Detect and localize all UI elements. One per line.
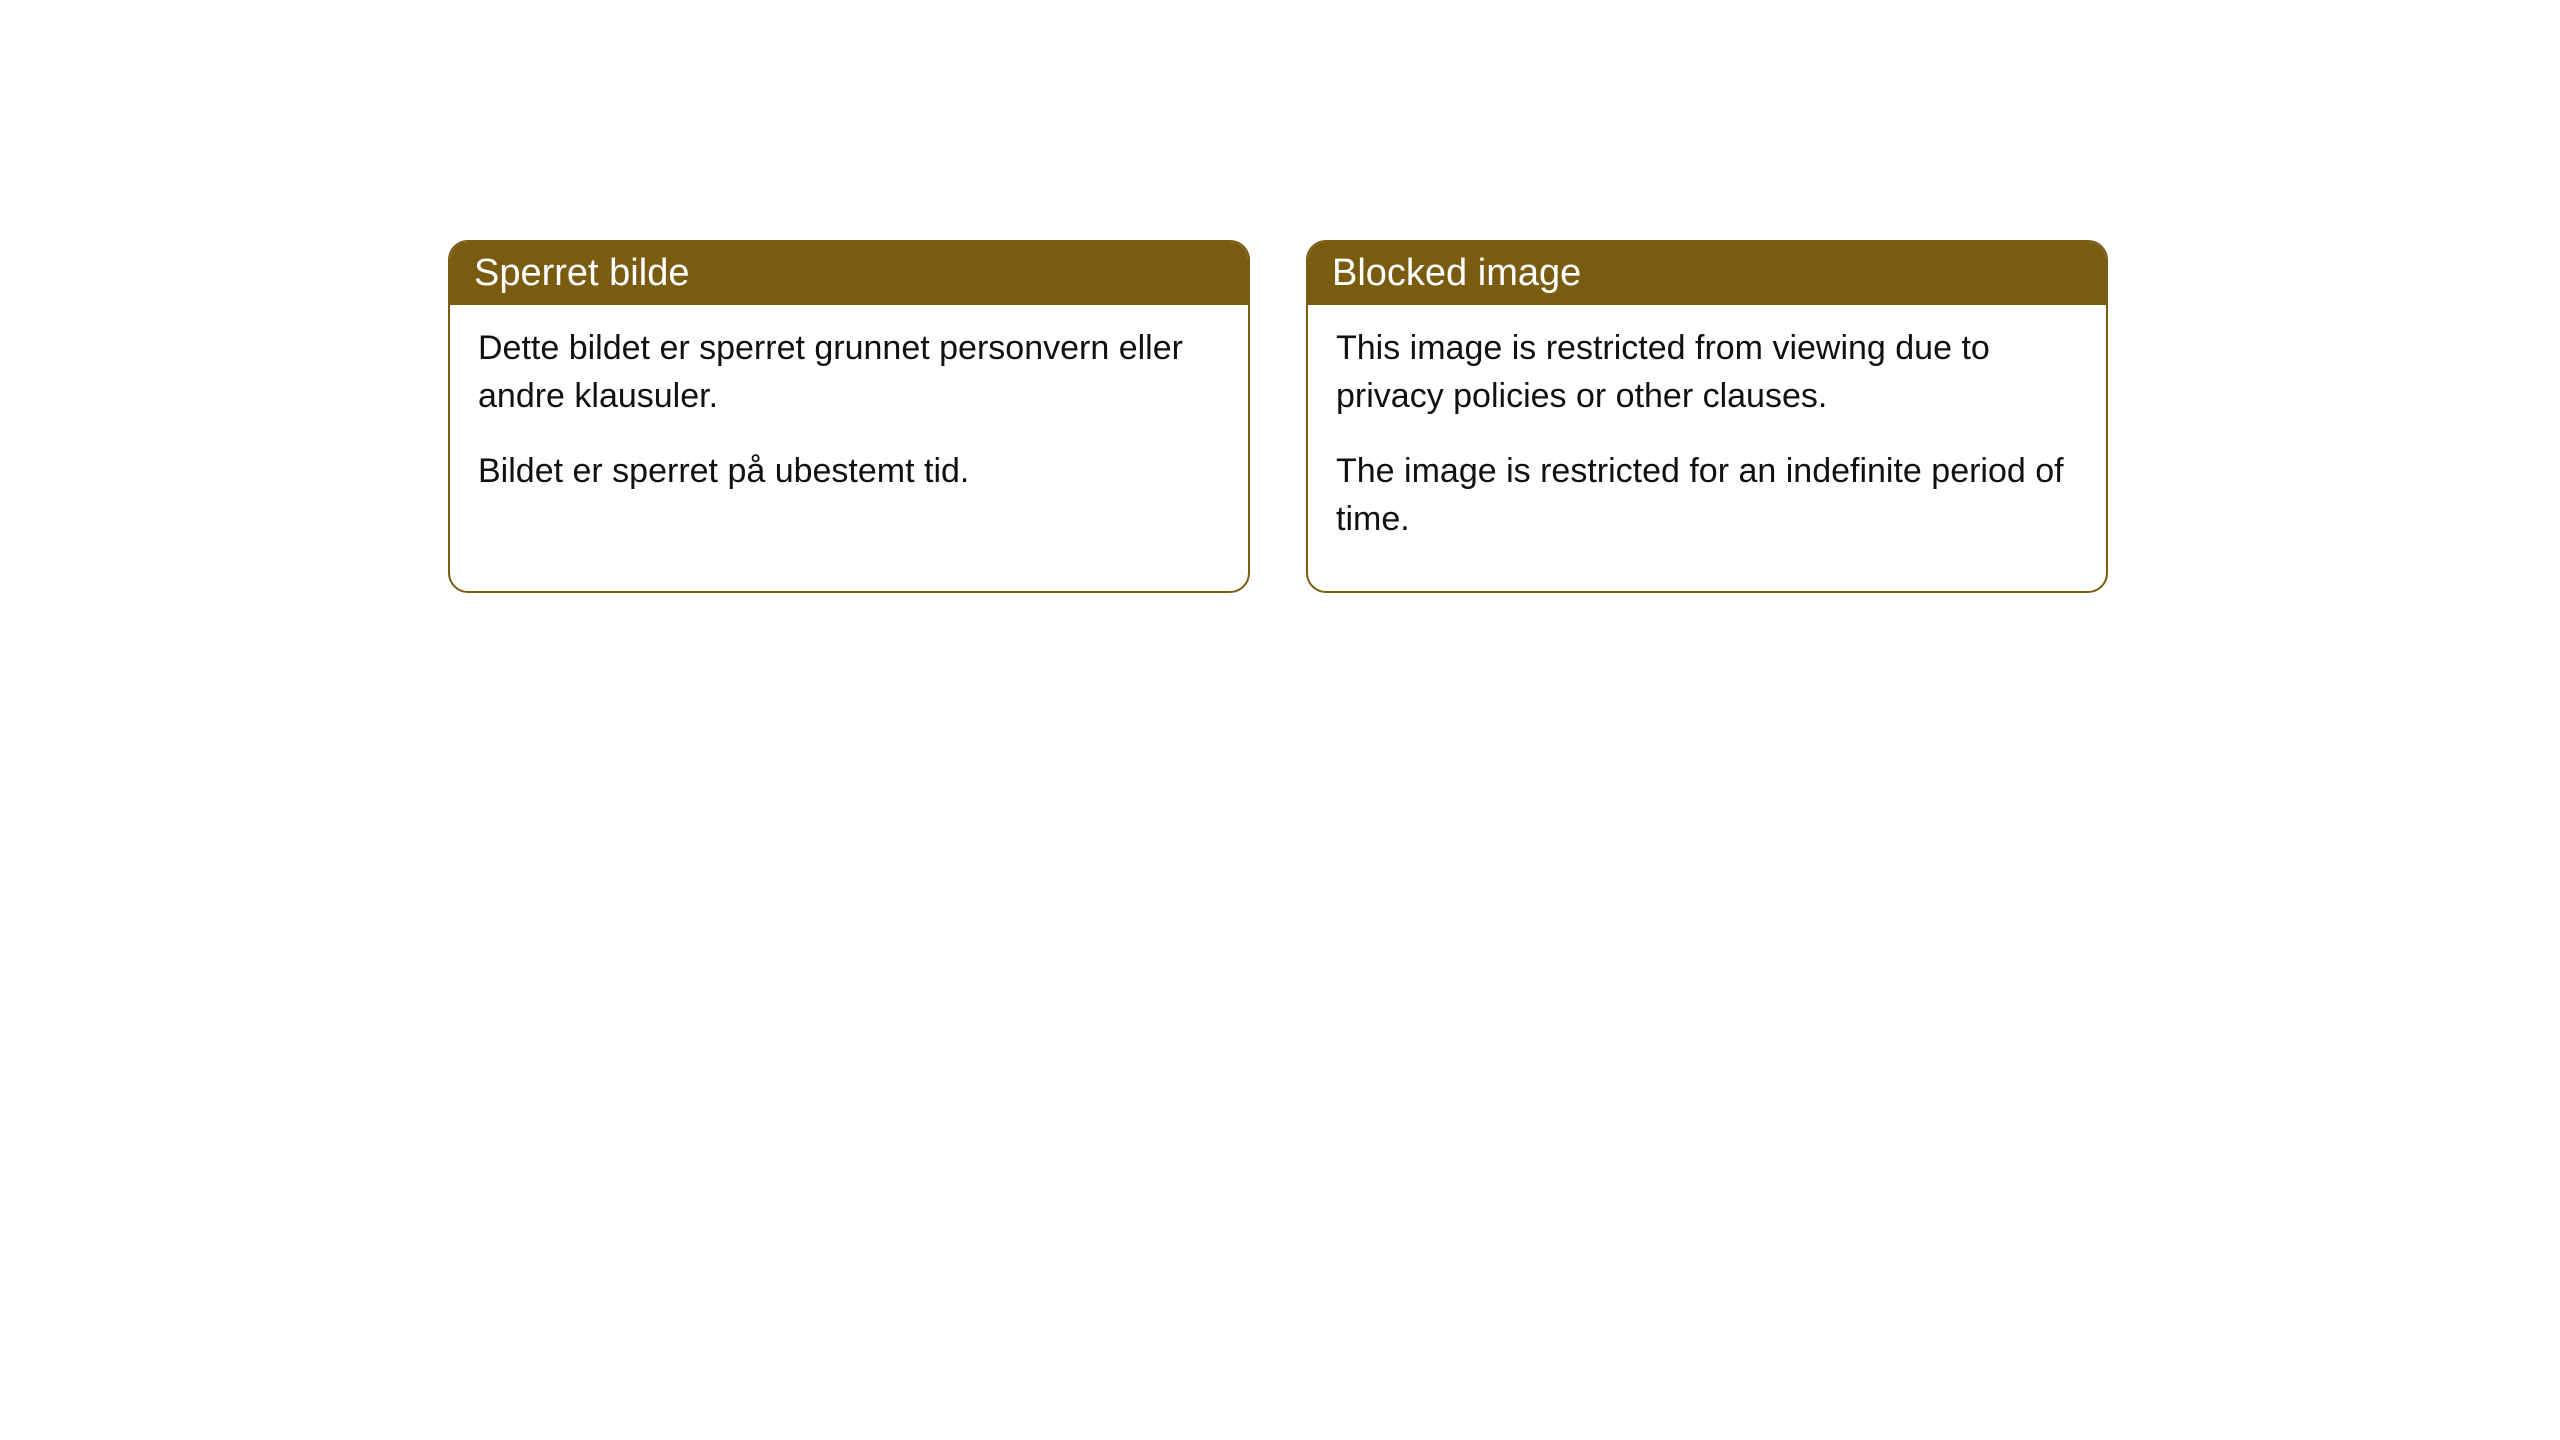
card-header: Sperret bilde bbox=[450, 242, 1248, 305]
card-body: This image is restricted from viewing du… bbox=[1308, 305, 2106, 591]
blocked-image-card-norwegian: Sperret bilde Dette bildet er sperret gr… bbox=[448, 240, 1250, 593]
card-paragraph: The image is restricted for an indefinit… bbox=[1336, 448, 2078, 543]
card-title: Blocked image bbox=[1332, 252, 1581, 294]
card-title: Sperret bilde bbox=[474, 252, 689, 294]
card-body: Dette bildet er sperret grunnet personve… bbox=[450, 305, 1248, 544]
card-paragraph: Dette bildet er sperret grunnet personve… bbox=[478, 325, 1220, 420]
cards-container: Sperret bilde Dette bildet er sperret gr… bbox=[448, 240, 2108, 593]
card-header: Blocked image bbox=[1308, 242, 2106, 305]
card-paragraph: This image is restricted from viewing du… bbox=[1336, 325, 2078, 420]
card-paragraph: Bildet er sperret på ubestemt tid. bbox=[478, 448, 1220, 496]
blocked-image-card-english: Blocked image This image is restricted f… bbox=[1306, 240, 2108, 593]
